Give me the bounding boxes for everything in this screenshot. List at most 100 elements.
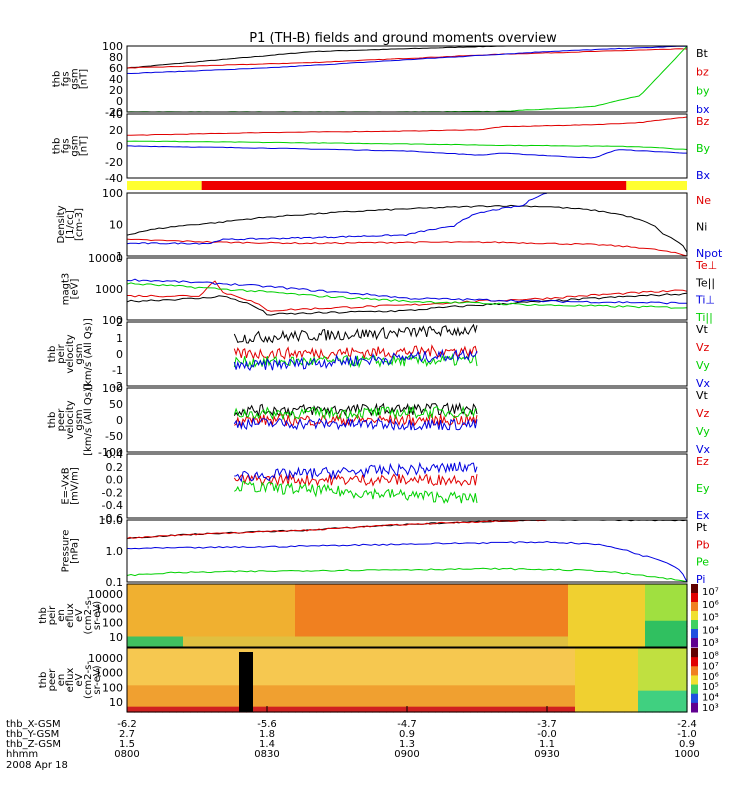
spectrogram-cell — [477, 706, 485, 713]
spectrogram-cell — [176, 664, 184, 670]
spectrogram-cell — [470, 658, 478, 665]
spectrogram-cell — [288, 706, 296, 713]
spectrogram-cell — [547, 615, 555, 622]
spectrogram-cell — [449, 664, 457, 670]
spectrogram-cell — [442, 589, 450, 596]
spectrogram-cell — [673, 674, 681, 681]
spectrogram-cell — [554, 589, 562, 596]
spectrogram-cell — [547, 680, 555, 686]
spectrogram-cell — [204, 599, 212, 606]
spectrogram-cell — [169, 674, 177, 681]
series-line-Bz — [127, 116, 688, 136]
spectrogram-cell — [645, 620, 653, 627]
spectrogram-cell — [610, 615, 618, 622]
spectrogram-cell — [484, 605, 492, 611]
spectrogram-cell — [519, 620, 527, 627]
legend-label: Vx — [696, 377, 711, 390]
spectrogram-cell — [281, 636, 289, 643]
spectrogram-cell — [582, 594, 590, 601]
spectrogram-cell — [631, 690, 639, 697]
spectrogram-cell — [624, 674, 632, 681]
spectrogram-cell — [372, 669, 380, 676]
spectrogram-cell — [323, 648, 331, 654]
y-tick-label: -0.4 — [102, 499, 123, 512]
spectrogram-cell — [260, 685, 268, 692]
spectrogram-cell — [666, 701, 674, 708]
spectrogram-cell — [680, 626, 688, 632]
spectrogram-cell — [435, 584, 443, 590]
spectrogram-cell — [561, 589, 569, 596]
spectrogram-cell — [400, 620, 408, 627]
spectrogram-cell — [505, 615, 513, 622]
colorbar-segment — [691, 629, 698, 639]
spectrogram-cell — [652, 674, 660, 681]
spectrogram-cell — [155, 641, 163, 648]
spectrogram-cell — [232, 648, 240, 654]
spectrogram-cell — [575, 648, 583, 654]
spectrogram-cell — [302, 615, 310, 622]
spectrogram-cell — [190, 696, 198, 702]
spectrogram-cell — [428, 605, 436, 611]
spectrogram-cell — [547, 636, 555, 643]
spectrogram-cell — [631, 626, 639, 632]
spectrogram-cell — [442, 641, 450, 648]
spectrogram-cell — [407, 701, 415, 708]
panel-frame — [126, 519, 688, 583]
spectrogram-cell — [372, 674, 380, 681]
spectrogram-cell — [659, 631, 667, 638]
spectrogram-cell — [568, 631, 576, 638]
spectrogram-cell — [295, 701, 303, 708]
x-axis-value: -2.4 — [677, 719, 697, 730]
spectrogram-cell — [463, 690, 471, 697]
spectrogram-cell — [246, 641, 254, 648]
spectrogram-cell — [603, 648, 611, 654]
spectrogram-cell — [554, 636, 562, 643]
spectrogram-cell — [246, 648, 254, 654]
spectrogram-cell — [253, 680, 261, 686]
spectrogram-cell — [575, 636, 583, 643]
spectrogram-cell — [456, 701, 464, 708]
spectrogram-cell — [512, 669, 520, 676]
spectrogram-cell — [547, 594, 555, 601]
spectrogram-cell — [365, 696, 373, 702]
spectrogram-cell — [659, 701, 667, 708]
spectrogram-cell — [379, 664, 387, 670]
spectrogram-cell — [428, 674, 436, 681]
spectrogram-cell — [498, 664, 506, 670]
y-tick-label: 60 — [109, 62, 123, 75]
spectrogram-cell — [638, 605, 646, 611]
spectrogram-cell — [407, 706, 415, 713]
y-axis-label-line: fgs — [61, 71, 72, 86]
spectrogram-cell — [554, 599, 562, 606]
spectrogram-cell — [323, 615, 331, 622]
spectrogram-cell — [540, 648, 548, 654]
spectrogram-cell — [267, 690, 275, 697]
spectrogram-cell — [470, 706, 478, 713]
spectrogram-cell — [379, 631, 387, 638]
spectrogram-cell — [316, 599, 324, 606]
spectrogram-cell — [344, 605, 352, 611]
spectrogram-cell — [155, 664, 163, 670]
spectrogram-cell — [358, 631, 366, 638]
spectrogram-cell — [407, 641, 415, 648]
spectrogram-cell — [414, 599, 422, 606]
spectrogram-cell — [239, 615, 247, 622]
spectrogram-cell — [204, 696, 212, 702]
spectrogram-cell — [316, 641, 324, 648]
spectrogram-cell — [386, 696, 394, 702]
spectrogram-cell — [442, 658, 450, 665]
spectrogram-cell — [225, 701, 233, 708]
spectrogram-cell — [218, 653, 226, 660]
spectrogram-cell — [393, 706, 401, 713]
spectrogram-cell — [197, 626, 205, 632]
spectrogram-cell — [225, 706, 233, 713]
spectrogram-cell — [547, 584, 555, 590]
spectrogram-cell — [197, 605, 205, 611]
spectrogram-cell — [463, 631, 471, 638]
spectrogram-cell — [428, 589, 436, 596]
spectrogram-cell — [288, 626, 296, 632]
spectrogram-cell — [288, 605, 296, 611]
panel-peir_spec: 10⁷10⁶10⁵10⁴10³10000100010010thbpeirenef… — [38, 583, 719, 649]
spectrogram-cell — [337, 636, 345, 643]
